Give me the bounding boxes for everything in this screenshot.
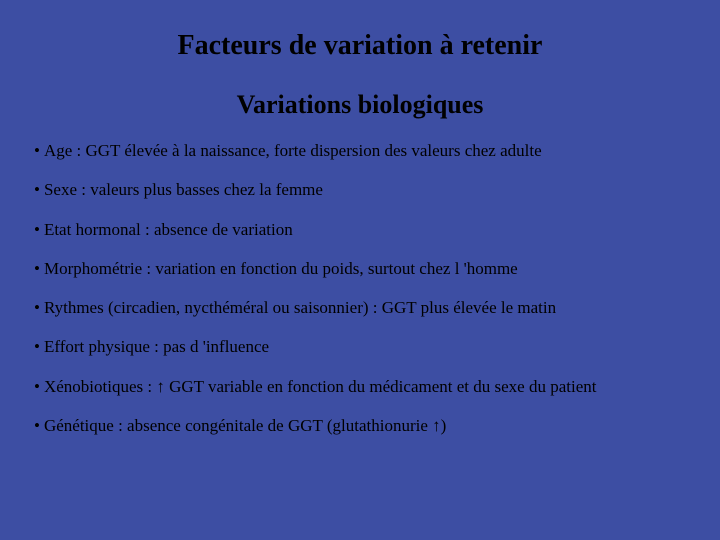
bullet-list: •Age : GGT élevée à la naissance, forte … — [30, 140, 690, 436]
slide-title: Facteurs de variation à retenir — [30, 30, 690, 62]
list-item: •Rythmes (circadien, nycthéméral ou sais… — [34, 297, 690, 318]
list-item: •Sexe : valeurs plus basses chez la femm… — [34, 179, 690, 200]
list-item: •Age : GGT élevée à la naissance, forte … — [34, 140, 690, 161]
bullet-text: Xénobiotiques : ↑ GGT variable en foncti… — [44, 377, 597, 396]
bullet-marker: • — [34, 298, 40, 317]
bullet-marker: • — [34, 416, 40, 435]
bullet-text: Génétique : absence congénitale de GGT (… — [44, 416, 446, 435]
bullet-marker: • — [34, 337, 40, 356]
bullet-text: Sexe : valeurs plus basses chez la femme — [44, 180, 323, 199]
bullet-text: Morphométrie : variation en fonction du … — [44, 259, 518, 278]
bullet-text: Rythmes (circadien, nycthéméral ou saiso… — [44, 298, 556, 317]
list-item: •Xénobiotiques : ↑ GGT variable en fonct… — [34, 376, 690, 397]
list-item: •Génétique : absence congénitale de GGT … — [34, 415, 690, 436]
bullet-marker: • — [34, 141, 40, 160]
slide-subtitle: Variations biologiques — [30, 90, 690, 120]
bullet-marker: • — [34, 180, 40, 199]
bullet-text: Age : GGT élevée à la naissance, forte d… — [44, 141, 542, 160]
bullet-text: Effort physique : pas d 'influence — [44, 337, 269, 356]
list-item: •Morphométrie : variation en fonction du… — [34, 258, 690, 279]
bullet-text: Etat hormonal : absence de variation — [44, 220, 293, 239]
bullet-marker: • — [34, 377, 40, 396]
list-item: •Effort physique : pas d 'influence — [34, 336, 690, 357]
bullet-marker: • — [34, 220, 40, 239]
bullet-marker: • — [34, 259, 40, 278]
list-item: •Etat hormonal : absence de variation — [34, 219, 690, 240]
